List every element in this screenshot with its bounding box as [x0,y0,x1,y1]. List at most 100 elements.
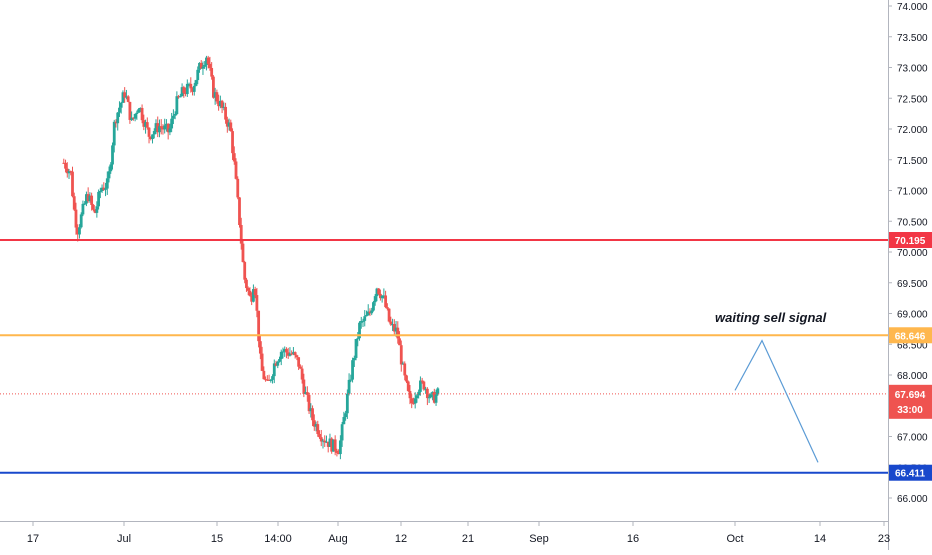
candle-body [168,128,172,133]
candle-body [111,145,114,165]
candle-body [178,96,182,98]
candle-body [425,388,429,399]
candle-body [90,195,94,205]
candle-body [255,295,259,311]
candle-body [354,339,358,358]
candle-body [198,62,201,70]
candle-body [431,391,434,395]
candle-body [345,393,349,414]
candle-body [238,197,241,226]
candle-body [408,390,412,399]
candle-body [224,106,227,120]
candle-body [173,114,177,116]
candle-body [337,452,341,455]
candle-body [76,227,80,235]
candle-body [278,359,281,362]
candle-body [74,209,78,228]
candle-body [372,302,375,311]
candle-body [161,127,165,130]
candle-body [302,379,306,394]
candle-body [304,392,307,394]
candle-body [432,391,436,403]
candle-body [257,310,261,342]
candle-body [352,357,356,361]
candle-body [100,187,104,192]
candle-body [217,101,221,107]
candle-body [389,321,393,325]
candle-body [229,122,233,132]
level-price-tag [889,232,932,249]
candle-body [208,63,212,68]
candle-body [318,434,321,438]
candle-body [356,338,360,340]
candle-body [191,88,194,92]
candle-body [135,112,139,114]
price-labels: 70.195 68.646 66.411 67.694 33:00 [889,232,932,481]
candle-body [297,357,301,367]
candle-body [88,195,92,202]
candle-body [265,379,269,381]
candle-body [396,327,400,339]
level-price-text: 66.411 [895,469,925,480]
candle-body [85,194,88,204]
x-tick-label: Jul [117,533,131,545]
candle-body [131,117,135,119]
candle-body [252,289,255,302]
candle-body [116,112,120,124]
y-tick-label: 68.000 [897,371,928,382]
candle-body [227,122,231,127]
candle-body [380,295,384,299]
candle-body [368,311,372,314]
x-tick-label: 15 [211,533,223,545]
candle-body [382,295,386,297]
countdown-text: 33:00 [897,405,923,416]
candle-body [189,83,193,89]
candle-body [314,424,318,427]
candle-body [104,188,107,190]
candle-body [123,92,127,98]
y-tick-label: 67.000 [897,433,928,444]
candle-body [64,162,67,169]
candle-body [245,279,248,289]
candle-body [142,120,146,127]
candle-body [323,440,327,443]
candle-body [109,164,113,172]
candle-body [203,65,207,67]
candle-body [363,316,367,321]
candle-body [295,355,299,358]
candle-body [325,441,328,443]
candle-body [305,392,309,395]
candle-body [145,122,149,128]
candle-body [403,363,407,376]
candle-body [246,288,250,291]
candle-body [391,324,394,326]
candle-body [62,162,66,164]
candle-body [234,161,238,179]
candle-body [319,437,323,442]
y-tick-label: 73.000 [897,64,928,75]
candle-body [137,109,140,113]
candle-body [248,290,252,296]
candle-body [312,420,316,427]
candle-body [344,413,348,418]
candle-body [253,289,257,296]
candle-body [413,398,417,404]
candle-body [335,450,339,453]
candle-body [97,191,100,207]
candle-body [171,115,175,119]
candle-body [222,106,226,108]
candle-body [276,361,280,366]
candle-body [392,324,396,332]
candle-body [260,353,264,371]
candle-body [154,123,158,132]
candle-body [215,92,219,102]
candle-body [144,122,147,127]
candle-body [361,320,365,322]
candle-body [239,225,243,244]
candle-body [424,388,428,390]
candle-body [86,194,90,202]
candle-body [417,391,421,396]
candle-body [65,168,69,174]
candle-body [328,438,332,447]
